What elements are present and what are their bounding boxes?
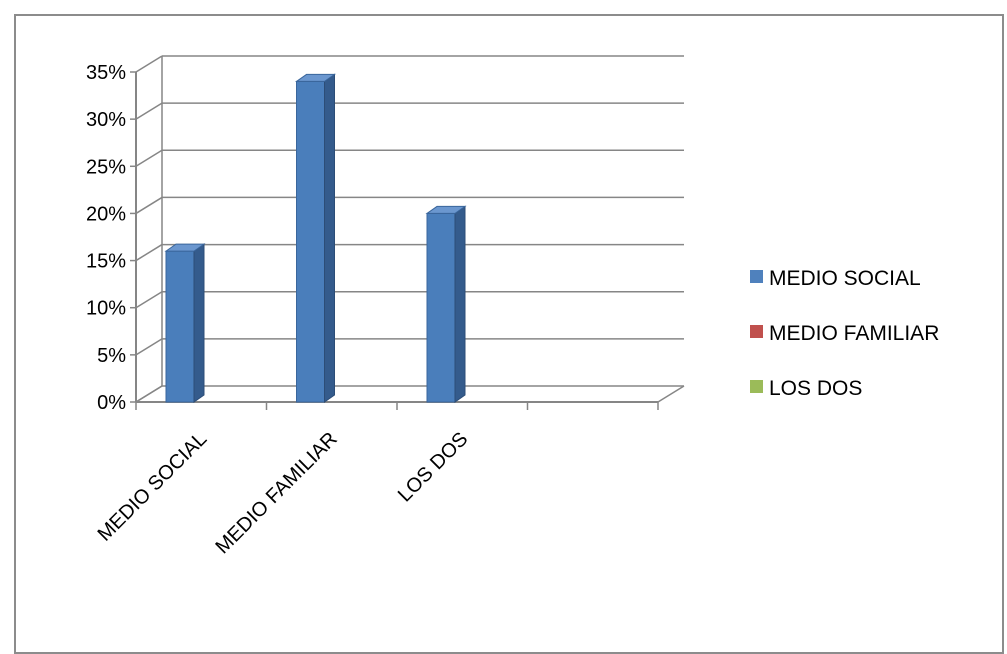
bar-side [454,205,466,403]
bars [164,73,467,403]
y-tick-label: 5% [97,345,126,367]
floor-right-edge [657,385,685,403]
legend-swatch [750,270,763,283]
legend-label: LOS DOS [769,377,862,400]
gridline-diagonal [135,243,163,262]
y-tick-label: 35% [86,62,126,84]
category-label: LOS DOS [394,428,472,506]
legend-label: MEDIO FAMILIAR [769,322,939,345]
y-tick-label: 20% [86,203,126,225]
gridline-diagonal [135,149,163,167]
bar-side [193,243,205,403]
bar-los-dos [425,205,467,403]
y-tick-label: 0% [97,392,126,414]
y-tick-label: 30% [86,109,126,131]
bar-side [324,73,335,403]
legend-item-medio-familiar: MEDIO FAMILIAR [750,322,939,345]
gridlines [135,55,684,403]
x-axis [135,401,659,410]
legend: MEDIO SOCIAL MEDIO FAMILIAR LOS DOS [750,267,939,400]
category-label: MEDIO FAMILIAR [212,428,342,558]
legend-swatch [750,380,763,393]
gridline-diagonal [135,196,163,215]
category-labels: MEDIO SOCIAL MEDIO FAMILIAR LOS DOS [94,428,473,558]
legend-swatch [750,325,763,338]
chart-walls [135,56,685,403]
legend-label: MEDIO SOCIAL [769,267,921,290]
legend-item-medio-social: MEDIO SOCIAL [750,267,921,290]
bar-medio-social [164,243,206,403]
gridline-diagonal [135,338,163,356]
bar-top [164,243,206,252]
gridline-diagonal [135,102,163,120]
bar-front [426,212,456,403]
bar-front [165,250,195,403]
y-tick-label: 10% [86,298,126,320]
gridline-diagonal [135,55,163,73]
bar-top [425,205,467,214]
bar-front [296,80,325,403]
y-tick-label: 15% [86,251,126,273]
bar-top [294,73,337,82]
y-tick-label: 25% [86,156,126,178]
legend-item-los-dos: LOS DOS [750,377,862,400]
bar-medio-familiar [294,73,337,403]
category-label: MEDIO SOCIAL [94,428,212,546]
y-axis-ticks: 0% 5% 10% 15% 20% 25% 30% 35% [86,62,136,414]
gridline-diagonal [135,291,163,309]
gridline-diagonal [135,385,163,403]
